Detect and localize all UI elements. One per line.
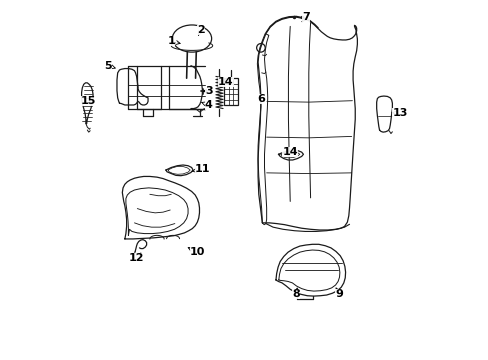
Text: 7: 7 (302, 13, 309, 22)
Text: 5: 5 (104, 61, 115, 71)
Text: 1: 1 (167, 36, 180, 46)
Text: 6: 6 (257, 94, 265, 104)
Text: 14: 14 (218, 77, 233, 87)
Text: 15: 15 (80, 96, 96, 107)
Text: 4: 4 (202, 100, 212, 110)
Bar (224, 78, 237, 105)
Text: 2: 2 (197, 25, 204, 35)
Text: 9: 9 (335, 288, 343, 298)
Text: 8: 8 (292, 288, 300, 298)
Text: 10: 10 (188, 247, 204, 257)
Text: 11: 11 (191, 164, 210, 174)
Text: 13: 13 (391, 108, 407, 118)
Text: 3: 3 (203, 86, 212, 96)
Text: 14: 14 (282, 147, 297, 157)
Text: 12: 12 (129, 253, 144, 263)
